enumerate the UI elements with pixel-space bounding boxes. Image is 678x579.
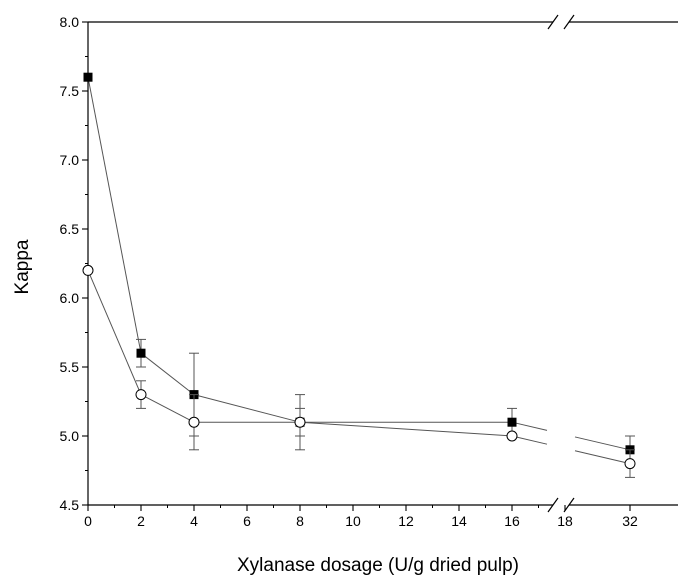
x-tick-label: 16 — [504, 513, 520, 529]
x-tick-label: 10 — [345, 513, 361, 529]
series-line-segment — [511, 421, 548, 431]
y-tick-label: 7.5 — [60, 83, 80, 99]
bottom-break-slash-1 — [547, 497, 559, 513]
top-break-slash-2 — [563, 14, 575, 30]
series-line-segment — [574, 436, 631, 451]
x-tick-label: 32 — [622, 513, 638, 529]
series-line-segment — [299, 421, 513, 437]
data-point-circle — [506, 430, 518, 442]
y-tick-label: 4.5 — [60, 497, 80, 513]
series-line-segment — [140, 394, 195, 423]
series-2 — [82, 264, 636, 478]
series-line-segment — [574, 450, 631, 465]
data-point-circle — [135, 389, 147, 401]
series-line-segment — [193, 394, 301, 423]
x-tick-label: 18 — [557, 513, 573, 529]
x-tick-label: 12 — [398, 513, 414, 529]
bottom-break-slash-2 — [563, 497, 575, 513]
series-1 — [83, 72, 635, 465]
ticks: 4.5 5.0 5.5 6.0 6.5 7.0 7.5 8.0 0 2 4 6 8 10 12 14 16 18 3… — [60, 14, 638, 529]
y-axis-label: Kappa — [12, 239, 33, 294]
data-point-circle — [82, 264, 94, 276]
y-tick-label: 5.0 — [60, 428, 80, 444]
x-tick-label: 0 — [84, 513, 92, 529]
x-tick-label: 6 — [243, 513, 251, 529]
series-line-segment — [87, 270, 142, 395]
data-point-circle — [294, 416, 306, 428]
series-line-segment — [140, 352, 195, 395]
y-tick-label: 6.5 — [60, 221, 80, 237]
x-tick-label: 4 — [190, 513, 198, 529]
data-point-square — [136, 348, 146, 358]
x-tick-label: 14 — [451, 513, 467, 529]
top-break-slash-1 — [547, 14, 559, 30]
axes — [87, 14, 678, 513]
data-point-circle — [188, 416, 200, 428]
data-point-square — [507, 417, 517, 427]
series-line-segment — [511, 435, 548, 445]
y-tick-label: 6.0 — [60, 290, 80, 306]
y-tick-label: 5.5 — [60, 359, 80, 375]
x-axis-label: Xylanase dosage (U/g dried pulp) — [237, 555, 519, 576]
data-point-square — [83, 72, 93, 82]
x-tick-label: 2 — [137, 513, 145, 529]
y-tick-label: 8.0 — [60, 14, 80, 30]
series-line-segment — [87, 77, 142, 354]
series-layer — [82, 72, 636, 478]
y-tick-label: 7.0 — [60, 152, 80, 168]
x-tick-label: 8 — [296, 513, 304, 529]
data-point-circle — [624, 458, 636, 470]
